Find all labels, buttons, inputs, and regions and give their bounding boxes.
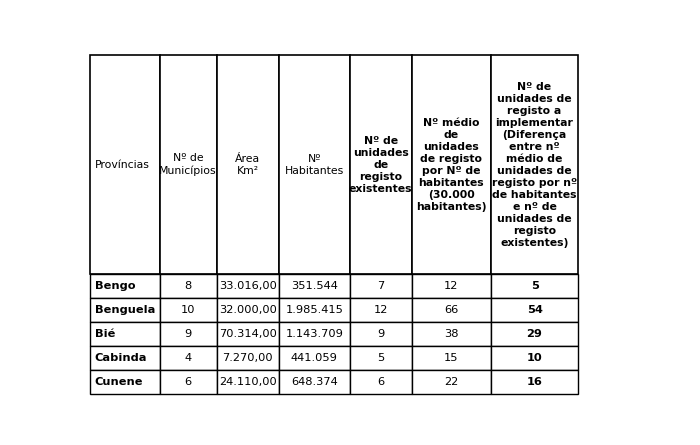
Text: 4: 4 <box>185 353 192 364</box>
Text: 1.143.709: 1.143.709 <box>286 329 343 340</box>
Bar <box>216 275 279 299</box>
Text: 1.985.415: 1.985.415 <box>286 305 343 316</box>
Text: 32.000,00: 32.000,00 <box>219 305 276 316</box>
Text: Províncias: Províncias <box>94 160 149 170</box>
Text: Nº de
Municípios: Nº de Municípios <box>160 154 217 176</box>
Text: 5: 5 <box>377 353 384 364</box>
Text: 351.544: 351.544 <box>290 281 337 291</box>
Bar <box>491 275 578 299</box>
Bar <box>491 346 578 370</box>
Bar <box>412 55 491 275</box>
Text: Cunene: Cunene <box>94 377 143 387</box>
Bar <box>216 322 279 346</box>
Text: 15: 15 <box>444 353 458 364</box>
Bar <box>216 55 279 275</box>
Bar <box>90 55 160 275</box>
Bar <box>412 275 491 299</box>
Text: 66: 66 <box>444 305 458 316</box>
Bar <box>90 299 160 322</box>
Text: Nº de
unidades
de
registo
existentes: Nº de unidades de registo existentes <box>349 136 412 194</box>
Bar <box>412 370 491 394</box>
Text: 9: 9 <box>377 329 384 340</box>
Bar <box>349 346 412 370</box>
Text: 441.059: 441.059 <box>290 353 337 364</box>
Text: 8: 8 <box>185 281 192 291</box>
Bar <box>349 322 412 346</box>
Text: 7: 7 <box>377 281 384 291</box>
Bar <box>279 370 349 394</box>
Text: 7.270,00: 7.270,00 <box>223 353 273 364</box>
Text: Benguela: Benguela <box>94 305 155 316</box>
Bar <box>412 299 491 322</box>
Bar <box>160 55 216 275</box>
Text: 6: 6 <box>185 377 192 387</box>
Bar <box>279 299 349 322</box>
Bar <box>279 322 349 346</box>
Text: Nº
Habitantes: Nº Habitantes <box>285 154 344 176</box>
Text: 16: 16 <box>526 377 542 387</box>
Text: 10: 10 <box>181 305 195 316</box>
Bar <box>349 370 412 394</box>
Bar <box>90 370 160 394</box>
Bar <box>160 275 216 299</box>
Text: Nº médio
de
unidades
de registo
por Nº de
habitantes
(30.000
habitantes): Nº médio de unidades de registo por Nº d… <box>416 118 486 212</box>
Bar <box>160 322 216 346</box>
Bar <box>349 275 412 299</box>
Bar <box>216 370 279 394</box>
Text: 12: 12 <box>444 281 458 291</box>
Text: Cabinda: Cabinda <box>94 353 147 364</box>
Bar <box>491 370 578 394</box>
Bar <box>412 322 491 346</box>
Text: 648.374: 648.374 <box>291 377 337 387</box>
Text: 70.314,00: 70.314,00 <box>219 329 276 340</box>
Bar <box>349 55 412 275</box>
Text: 6: 6 <box>377 377 384 387</box>
Bar <box>216 346 279 370</box>
Bar <box>160 299 216 322</box>
Text: 5: 5 <box>531 281 538 291</box>
Bar <box>491 322 578 346</box>
Bar <box>90 322 160 346</box>
Text: 12: 12 <box>374 305 388 316</box>
Text: Área
Km²: Área Km² <box>235 154 260 176</box>
Text: 29: 29 <box>526 329 542 340</box>
Bar <box>90 275 160 299</box>
Bar <box>349 299 412 322</box>
Text: Nº de
unidades de
registo a
implementar
(Diferença
entre nº
médio de
unidades de: Nº de unidades de registo a implementar … <box>492 82 577 248</box>
Text: Bié: Bié <box>94 329 115 340</box>
Bar <box>160 346 216 370</box>
Bar <box>216 299 279 322</box>
Text: 24.110,00: 24.110,00 <box>219 377 276 387</box>
Text: Bengo: Bengo <box>94 281 135 291</box>
Text: 10: 10 <box>526 353 542 364</box>
Text: 33.016,00: 33.016,00 <box>219 281 276 291</box>
Text: 54: 54 <box>526 305 542 316</box>
Bar <box>90 346 160 370</box>
Bar <box>279 346 349 370</box>
Text: 22: 22 <box>444 377 458 387</box>
Bar <box>412 346 491 370</box>
Bar <box>491 299 578 322</box>
Bar <box>279 55 349 275</box>
Bar <box>279 275 349 299</box>
Text: 9: 9 <box>185 329 192 340</box>
Text: 38: 38 <box>444 329 458 340</box>
Bar <box>491 55 578 275</box>
Bar <box>160 370 216 394</box>
